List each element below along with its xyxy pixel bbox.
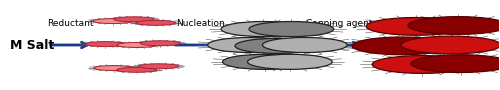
Ellipse shape: [117, 42, 157, 48]
Ellipse shape: [94, 66, 134, 71]
Circle shape: [372, 56, 472, 73]
Text: Nucleation: Nucleation: [176, 19, 224, 28]
Ellipse shape: [117, 67, 157, 72]
Circle shape: [208, 37, 292, 53]
Text: Reductant: Reductant: [47, 19, 94, 28]
Ellipse shape: [86, 42, 126, 47]
Text: M Salt: M Salt: [10, 39, 54, 51]
Circle shape: [401, 36, 500, 54]
Circle shape: [249, 22, 334, 37]
Circle shape: [366, 18, 466, 35]
Ellipse shape: [139, 64, 178, 69]
Circle shape: [248, 54, 332, 69]
Ellipse shape: [140, 41, 180, 46]
Ellipse shape: [114, 17, 154, 22]
Circle shape: [221, 22, 306, 37]
Text: Capping agent: Capping agent: [306, 19, 373, 28]
Ellipse shape: [93, 19, 133, 24]
Circle shape: [235, 38, 320, 53]
Circle shape: [408, 17, 500, 34]
Circle shape: [411, 55, 500, 72]
Circle shape: [222, 54, 308, 69]
Circle shape: [352, 37, 452, 55]
Circle shape: [262, 37, 347, 53]
Ellipse shape: [136, 20, 175, 25]
